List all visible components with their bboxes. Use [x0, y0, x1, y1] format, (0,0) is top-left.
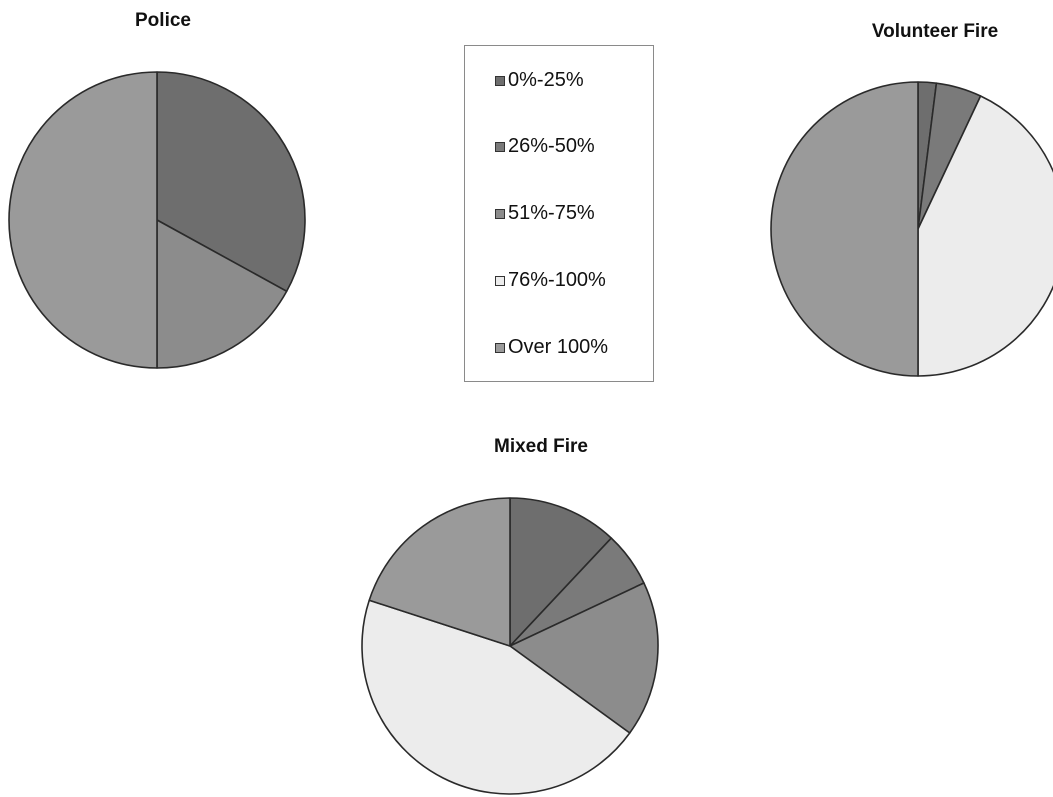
- legend-swatch: [495, 208, 505, 219]
- legend-label: 26%-50%: [508, 135, 595, 157]
- legend-label: 51%-75%: [508, 202, 595, 224]
- legend-item: 26%-50%: [495, 135, 595, 158]
- chart-legend: 0%-25% 26%-50% 51%-75% 76%-100% Over 100…: [464, 45, 654, 382]
- legend-swatch: [495, 141, 505, 152]
- pie-chart-police: [8, 71, 306, 369]
- legend-item: 0%-25%: [495, 69, 584, 92]
- legend-label: 76%-100%: [508, 269, 606, 291]
- pie-slice-51-75: [509, 582, 659, 734]
- legend-item: Over 100%: [495, 336, 608, 359]
- pie-slice-51-75: [156, 219, 288, 369]
- pie-slice-76-100: [361, 599, 631, 795]
- legend-swatch: [495, 275, 505, 286]
- legend-label: Over 100%: [508, 336, 609, 358]
- chart-title-mixed-fire: Mixed Fire: [494, 436, 588, 457]
- pie-slice-76-100: [917, 95, 1053, 377]
- legend-swatch: [495, 75, 505, 86]
- chart-title-volunteer-fire: Volunteer Fire: [871, 21, 999, 42]
- chart-title-police: Police: [135, 10, 191, 31]
- legend-item: 51%-75%: [495, 202, 595, 225]
- legend-item: 76%-100%: [495, 269, 606, 292]
- pie-chart-volunteer-fire: [770, 81, 1053, 377]
- legend-label: 0%-25%: [508, 69, 584, 91]
- pie-slice-0-25: [156, 71, 306, 293]
- pie-slice-over-100: [770, 81, 919, 377]
- pie-slice-0-25: [509, 497, 613, 647]
- legend-swatch: [495, 342, 505, 353]
- pie-slice-over-100: [368, 497, 511, 647]
- pie-chart-mixed-fire: [361, 497, 659, 795]
- pie-slice-over-100: [8, 71, 158, 369]
